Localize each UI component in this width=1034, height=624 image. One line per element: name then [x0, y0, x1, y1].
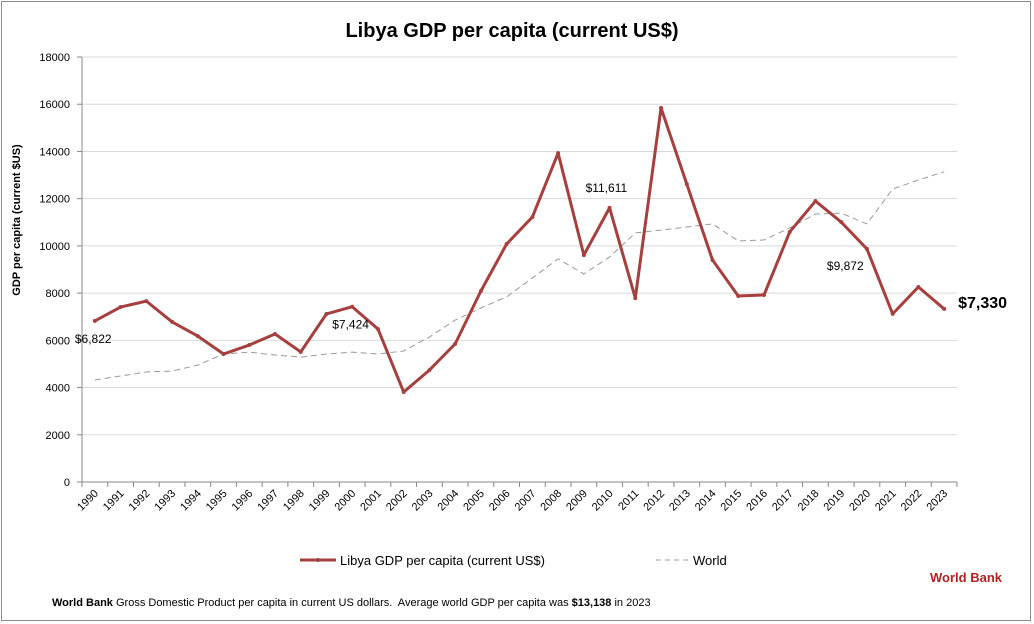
legend-world: World: [693, 553, 727, 568]
data-point-libya: [478, 288, 483, 293]
x-tick-label: 1998: [281, 488, 307, 514]
x-tick-label: 2016: [744, 488, 770, 514]
data-point-libya: [916, 284, 921, 289]
data-point-libya: [118, 305, 123, 310]
footer-tail: in 2023: [611, 597, 650, 609]
x-tick-label: 2018: [796, 488, 822, 514]
y-tick-label: 14000: [39, 146, 70, 158]
x-tick-label: 2023: [924, 488, 950, 514]
data-point-libya: [710, 258, 715, 263]
x-tick-label: 2009: [564, 488, 590, 514]
y-tick-label: 10000: [39, 241, 70, 253]
y-tick-label: 16000: [39, 99, 70, 111]
source-label: World Bank: [930, 570, 1003, 585]
x-tick-label: 1992: [127, 488, 153, 514]
data-point-libya: [607, 205, 612, 210]
legend-libya: Libya GDP per capita (current US$): [340, 553, 545, 568]
data-point-libya: [170, 319, 175, 324]
y-tick-label: 4000: [46, 383, 70, 395]
y-tick-label: 6000: [46, 335, 70, 347]
x-tick-label: 2022: [899, 488, 925, 514]
y-tick-label: 2000: [46, 430, 70, 442]
legend: Libya GDP per capita (current US$) World: [300, 553, 727, 568]
footer-note: World Bank Gross Domestic Product per ca…: [52, 597, 651, 609]
x-tick-label: 2021: [873, 488, 899, 514]
x-tick-label: 2010: [590, 488, 616, 514]
footer-text: Gross Domestic Product per capita in cur…: [113, 597, 572, 609]
data-label: $6,822: [75, 332, 112, 346]
data-point-libya: [401, 390, 406, 395]
data-point-libya: [581, 253, 586, 258]
x-tick-label: 2007: [513, 488, 539, 514]
data-point-libya: [273, 331, 278, 336]
x-tick-label: 2011: [616, 488, 641, 513]
x-tick-label: 2002: [384, 488, 410, 514]
x-tick-label: 2017: [770, 488, 796, 514]
x-tick-label: 1997: [255, 488, 281, 514]
data-point-libya: [324, 311, 329, 316]
x-tick-label: 1991: [101, 488, 127, 514]
x-tick-label: 2015: [719, 488, 745, 514]
data-label: $11,611: [586, 181, 628, 195]
data-point-libya: [736, 293, 741, 298]
data-point-libya: [144, 299, 149, 304]
x-tick-label: 2000: [333, 488, 359, 514]
data-point-libya: [684, 182, 689, 187]
x-tick-label: 2013: [667, 488, 693, 514]
data-label: $9,872: [827, 259, 864, 273]
data-point-libya: [195, 334, 200, 339]
y-tick-label: 8000: [46, 288, 70, 300]
data-point-libya: [350, 304, 355, 309]
y-tick-label: 12000: [39, 194, 70, 206]
x-tick-label: 1995: [204, 488, 230, 514]
footer-value: $13,138: [572, 597, 612, 609]
x-tick-label: 2004: [435, 488, 461, 514]
data-point-libya: [787, 229, 792, 234]
data-point-libya: [453, 341, 458, 346]
x-tick-label: 1990: [75, 488, 101, 514]
data-point-libya: [942, 306, 947, 311]
data-point-libya: [427, 368, 432, 373]
data-point-libya: [813, 199, 818, 204]
data-point-libya: [659, 106, 664, 110]
data-point-libya: [864, 246, 869, 251]
x-tick-label: 1994: [178, 488, 204, 514]
series-line-world: [94, 171, 945, 381]
data-point-libya: [247, 343, 252, 348]
chart-title: Libya GDP per capita (current US$): [345, 20, 678, 42]
x-tick-label: 2008: [538, 488, 564, 514]
data-point-libya: [375, 327, 380, 331]
y-tick-label: 0: [64, 477, 70, 489]
data-label: $7,424: [332, 318, 369, 332]
data-label: $7,330: [958, 295, 1007, 312]
data-point-libya: [530, 215, 535, 220]
data-point-libya: [761, 293, 766, 297]
footer-lead: World Bank: [52, 597, 114, 609]
x-tick-label: 2020: [847, 488, 873, 514]
x-tick-label: 2003: [410, 488, 436, 514]
y-tick-label: 18000: [39, 52, 70, 64]
data-point-libya: [839, 220, 844, 225]
x-tick-label: 2005: [461, 488, 487, 514]
data-point-libya: [556, 151, 561, 156]
x-tick-label: 1999: [307, 488, 333, 514]
data-point-libya: [92, 318, 97, 323]
x-tick-label: 1996: [230, 488, 256, 514]
data-point-libya: [298, 349, 303, 354]
x-tick-label: 1993: [152, 488, 178, 514]
x-tick-label: 2012: [641, 488, 667, 514]
x-tick-label: 2014: [693, 488, 719, 514]
x-tick-label: 2006: [487, 488, 513, 514]
data-point-libya: [890, 311, 895, 316]
x-tick-label: 2001: [358, 488, 384, 514]
x-tick-label: 2019: [822, 488, 848, 514]
data-point-libya: [221, 352, 226, 357]
y-axis-label: GDP per capita (current $US): [11, 144, 23, 296]
data-point-libya: [633, 296, 638, 301]
series-line-libya: [94, 106, 946, 394]
data-point-libya: [504, 242, 509, 246]
